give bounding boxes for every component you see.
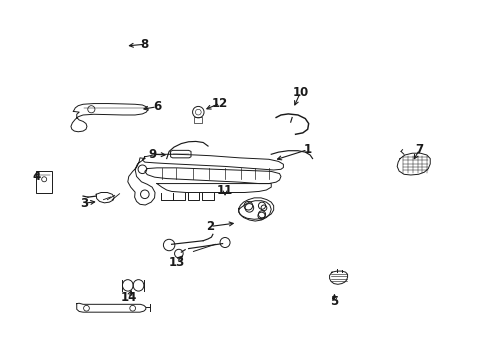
Text: 12: 12 [212,97,228,110]
Text: 4: 4 [32,170,41,183]
Text: 11: 11 [217,184,233,197]
Text: 7: 7 [415,143,423,156]
Text: 1: 1 [303,143,311,156]
Bar [36,171,52,193]
Bar [194,117,202,123]
Text: 10: 10 [292,86,308,99]
Text: 9: 9 [148,148,156,161]
Text: 2: 2 [206,220,214,233]
Text: 14: 14 [121,291,137,305]
Text: 6: 6 [153,100,161,113]
Text: 8: 8 [141,38,149,51]
Text: 3: 3 [80,197,88,210]
Text: 5: 5 [330,295,338,308]
Text: 13: 13 [168,256,184,269]
